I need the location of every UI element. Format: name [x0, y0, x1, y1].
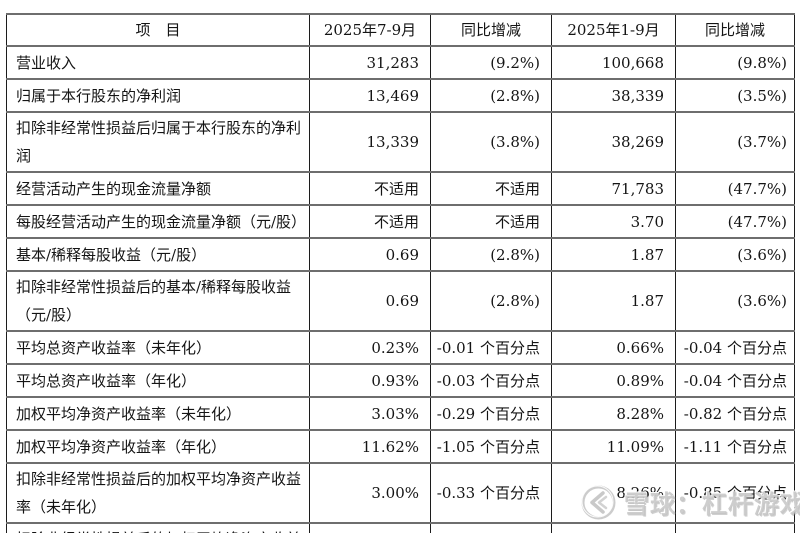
cell-value: -1.05 个百分点	[430, 429, 552, 464]
cell-value: -1.11 个百分点	[675, 429, 795, 464]
row-label: 平均总资产收益率（年化）	[6, 363, 310, 398]
row-label: 加权平均净资产收益率（年化）	[6, 429, 310, 464]
table-row: 扣除非经常性损益后的加权平均净资产收益率（年化）11.51%-1.18 个百分点…	[6, 522, 795, 533]
table-row: 扣除非经常性损益后的基本/稀释每股收益（元/股） 0.69 (2.8%) 1.87 (3…	[6, 270, 795, 332]
row-label: 基本/稀释每股收益（元/股）	[6, 237, 310, 272]
cell-value: 38,269	[551, 111, 676, 173]
table-row: 加权平均净资产收益率（未年化） 3.03% -0.29 个百分点 8.28% -0.82…	[6, 396, 795, 431]
cell-value: 3.03%	[309, 396, 431, 431]
table-row: 经营活动产生的现金流量净额 不适用 不适用 71,783 (47.7%)	[6, 171, 795, 206]
cell-value: 不适用	[309, 204, 431, 239]
cell-value: 13,469	[309, 78, 431, 113]
cell-value: (3.6%)	[675, 237, 795, 272]
table-row: 归属于本行股东的净利润 13,469 (2.8%) 38,339 (3.5%)	[6, 78, 795, 113]
table-row: 平均总资产收益率（未年化） 0.23% -0.01 个百分点 0.66% -0.04 个…	[6, 330, 795, 365]
cell-value: -0.04 个百分点	[675, 330, 795, 365]
cell-value: 8.26%	[551, 462, 676, 524]
row-label: 扣除非经常性损益后的加权平均净资产收益率（年化）	[6, 522, 310, 533]
row-label: 扣除非经常性损益后的加权平均净资产收益率（未年化）	[6, 462, 310, 524]
cell-value: 0.69	[309, 237, 431, 272]
cell-value: 8.28%	[551, 396, 676, 431]
cell-value: (3.6%)	[675, 270, 795, 332]
cell-value: -0.04 个百分点	[675, 363, 795, 398]
row-label: 营业收入	[6, 45, 310, 80]
cell-value: (3.8%)	[430, 111, 552, 173]
cell-value: 1.87	[551, 270, 676, 332]
cell-value: 100,668	[551, 45, 676, 80]
column-header-q3-period: 2025年7-9月	[309, 13, 431, 47]
cell-value: (3.5%)	[675, 78, 795, 113]
cell-value: 不适用	[430, 204, 552, 239]
cell-value: (9.2%)	[430, 45, 552, 80]
cell-value: 1.87	[551, 237, 676, 272]
cell-value: 0.23%	[309, 330, 431, 365]
cell-value: 不适用	[430, 171, 552, 206]
row-label: 加权平均净资产收益率（未年化）	[6, 396, 310, 431]
cell-value: 0.66%	[551, 330, 676, 365]
cell-value: -0.33 个百分点	[430, 462, 552, 524]
cell-value: -0.01 个百分点	[430, 330, 552, 365]
cell-value: 38,339	[551, 78, 676, 113]
row-label: 扣除非经常性损益后归属于本行股东的净利润	[6, 111, 310, 173]
cell-value: 不适用	[309, 171, 431, 206]
cell-value: 0.69	[309, 270, 431, 332]
cell-value: (47.7%)	[675, 204, 795, 239]
cell-value: 0.89%	[551, 363, 676, 398]
cell-value: 3.70	[551, 204, 676, 239]
cell-value: 11.09%	[551, 429, 676, 464]
header-row: 项 目 2025年7-9月 同比增减 2025年1-9月 同比增减	[6, 13, 795, 47]
row-label: 每股经营活动产生的现金流量净额（元/股）	[6, 204, 310, 239]
table-row: 基本/稀释每股收益（元/股） 0.69 (2.8%) 1.87 (3.6%)	[6, 237, 795, 272]
row-label: 扣除非经常性损益后的基本/稀释每股收益（元/股）	[6, 270, 310, 332]
financial-summary-table: 项 目 2025年7-9月 同比增减 2025年1-9月 同比增减 营业收入 31…	[6, 13, 795, 533]
column-header-ytd-period: 2025年1-9月	[551, 13, 676, 47]
cell-value: 11.07%	[551, 522, 676, 533]
row-label: 经营活动产生的现金流量净额	[6, 171, 310, 206]
cell-value: (2.8%)	[430, 78, 552, 113]
cell-value: -0.03 个百分点	[430, 363, 552, 398]
cell-value: (3.7%)	[675, 111, 795, 173]
cell-value: 11.62%	[309, 429, 431, 464]
cell-value: 11.51%	[309, 522, 431, 533]
cell-value: -1.18 个百分点	[430, 522, 552, 533]
cell-value: 31,283	[309, 45, 431, 80]
cell-value: (2.8%)	[430, 270, 552, 332]
cell-value: -0.82 个百分点	[675, 396, 795, 431]
cell-value: 13,339	[309, 111, 431, 173]
column-header-q3-yoy: 同比增减	[430, 13, 552, 47]
table-row: 加权平均净资产收益率（年化） 11.62% -1.05 个百分点 11.09% -1.1…	[6, 429, 795, 464]
cell-value: 0.93%	[309, 363, 431, 398]
cell-value: -0.85 个百分点	[675, 462, 795, 524]
table-row: 平均总资产收益率（年化） 0.93% -0.03 个百分点 0.89% -0.04 个百…	[6, 363, 795, 398]
table-row: 每股经营活动产生的现金流量净额（元/股） 不适用 不适用 3.70 (47.7%)	[6, 204, 795, 239]
column-header-item: 项 目	[6, 13, 310, 47]
table-body: 营业收入 31,283 (9.2%) 100,668 (9.8%) 归属于本行股东的净利润…	[6, 45, 795, 533]
cell-value: (47.7%)	[675, 171, 795, 206]
cell-value: -1.14 个百分点	[675, 522, 795, 533]
cell-value: (2.8%)	[430, 237, 552, 272]
cell-value: 3.00%	[309, 462, 431, 524]
row-label: 平均总资产收益率（未年化）	[6, 330, 310, 365]
table-row: 扣除非经常性损益后归属于本行股东的净利润 13,339 (3.8%) 38,269 (3…	[6, 111, 795, 173]
cell-value: (9.8%)	[675, 45, 795, 80]
table-row: 扣除非经常性损益后的加权平均净资产收益率（未年化） 3.00% -0.33 个百分点…	[6, 462, 795, 524]
cell-value: -0.29 个百分点	[430, 396, 552, 431]
table-row: 营业收入 31,283 (9.2%) 100,668 (9.8%)	[6, 45, 795, 80]
column-header-ytd-yoy: 同比增减	[675, 13, 795, 47]
row-label: 归属于本行股东的净利润	[6, 78, 310, 113]
cell-value: 71,783	[551, 171, 676, 206]
